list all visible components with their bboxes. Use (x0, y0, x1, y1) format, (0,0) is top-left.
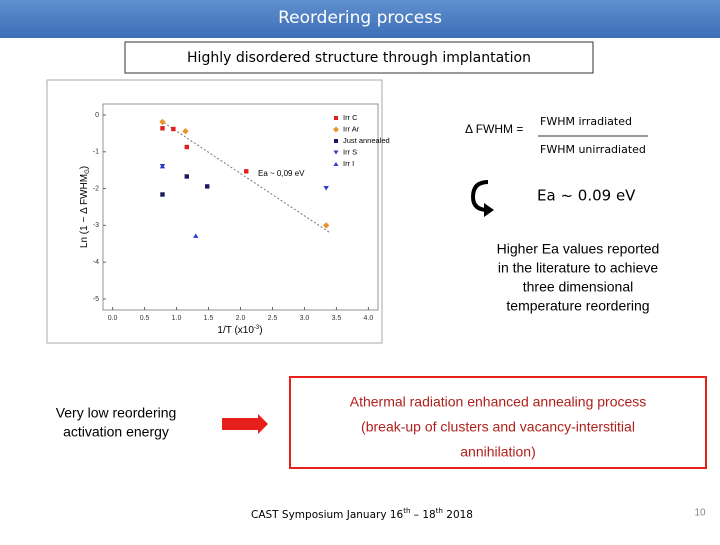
x-tick-label: 1.0 (172, 315, 182, 322)
x-axis-label: 1/T (x10-3) (217, 325, 262, 336)
footer-part: CAST Symposium January 16 (251, 509, 404, 521)
point (159, 118, 166, 126)
legend-marker (334, 139, 338, 143)
y-label-sub: G (85, 169, 91, 174)
point (159, 163, 166, 169)
note-line: three dimensional (523, 279, 634, 295)
x-tick-label: 3.5 (332, 315, 342, 322)
formula-denominator: FWHM unirradiated (540, 143, 646, 156)
footer-part: th (436, 507, 443, 515)
legend-label: Irr C (343, 113, 358, 122)
annotation: Ea ~ 0,09 eV (258, 169, 305, 178)
curved-arrow (470, 180, 489, 212)
x-label-sup: -3 (254, 325, 260, 331)
legend-marker (333, 162, 339, 166)
box-text: Athermal radiation enhanced annealing pr… (350, 394, 647, 460)
y-tick-label: -2 (93, 185, 99, 192)
note-line: in the literature to achieve (498, 260, 659, 276)
legend-marker (333, 150, 339, 155)
formula-numerator: FWHM irradiated (540, 115, 632, 128)
x-tick-label: 0.0 (108, 315, 118, 322)
arrow-body (222, 418, 260, 430)
x-label: 1/T (x10 (217, 325, 254, 336)
chart-frame (46, 79, 383, 344)
y-tick-label: 0 (95, 112, 99, 119)
point (160, 126, 165, 131)
box-line: annihilation) (460, 444, 536, 460)
y-axis-label: Ln (1 − Δ FWHMG) (79, 166, 91, 248)
left-text: Very low reordering activation energy (56, 405, 177, 440)
note: Higher Ea values reported in the literatu… (497, 241, 660, 314)
page-number: 10 (694, 508, 706, 519)
footer-part: – 18 (410, 509, 435, 521)
x-tick-label: 4.0 (364, 315, 374, 322)
y-label: Ln (1 − Δ FWHM (79, 174, 90, 248)
box-line: (break-up of clusters and vacancy-inters… (361, 419, 635, 435)
fit-line (160, 120, 331, 234)
x-tick-label: 2.0 (236, 315, 246, 322)
box-line: Athermal radiation enhanced annealing pr… (350, 394, 647, 410)
point (205, 184, 210, 189)
arrow-head (258, 414, 268, 434)
point (160, 192, 165, 197)
note-line: Higher Ea values reported (497, 241, 660, 257)
arrow-head (484, 203, 494, 217)
legend-label: Irr S (343, 147, 357, 156)
y-tick-label: -3 (93, 222, 99, 229)
point (182, 128, 189, 135)
y-tick-label: -4 (93, 259, 99, 266)
slide-title: Reordering process (278, 8, 442, 28)
footer: CAST Symposium January 16th – 18th 2018 (251, 507, 473, 521)
point (244, 169, 249, 174)
x-label-end: ) (259, 325, 262, 336)
legend-label: Irr I (343, 159, 354, 168)
legend-marker (334, 116, 338, 120)
highlight-box (289, 376, 707, 469)
y-label-end: ) (79, 166, 90, 169)
y-tick-label: -5 (93, 296, 99, 303)
chart: 0.0 0.5 1.0 1.5 2.0 2.5 3.0 3.5 4.0 0 -1 -2 -3 -4 -5 1/… (79, 103, 390, 336)
footer-part: 2018 (443, 509, 473, 521)
legend-label: Just annealed (343, 136, 390, 145)
footer-part: th (403, 507, 410, 515)
formula-lhs: Δ FWHM = (465, 122, 523, 136)
point (193, 233, 199, 238)
subtitle: Highly disordered structure through impl… (187, 50, 531, 66)
point (184, 174, 189, 179)
x-tick-label: 0.5 (140, 315, 150, 322)
title-bar (0, 0, 720, 38)
left-line: Very low reordering (56, 405, 177, 421)
x-tick-label: 1.5 (204, 315, 214, 322)
left-line: activation energy (63, 424, 169, 440)
point (184, 144, 189, 150)
point (171, 126, 176, 132)
legend-label: Irr Ar (343, 124, 360, 133)
result: Ea ~ 0.09 eV (537, 187, 636, 205)
point (323, 186, 329, 191)
point (322, 222, 330, 229)
note-line: temperature reordering (506, 298, 649, 314)
y-tick-label: -1 (93, 149, 99, 156)
x-tick-label: 2.5 (268, 315, 278, 322)
subtitle-box (124, 41, 594, 74)
x-tick-label: 3.0 (300, 315, 310, 322)
legend-marker (333, 126, 339, 133)
